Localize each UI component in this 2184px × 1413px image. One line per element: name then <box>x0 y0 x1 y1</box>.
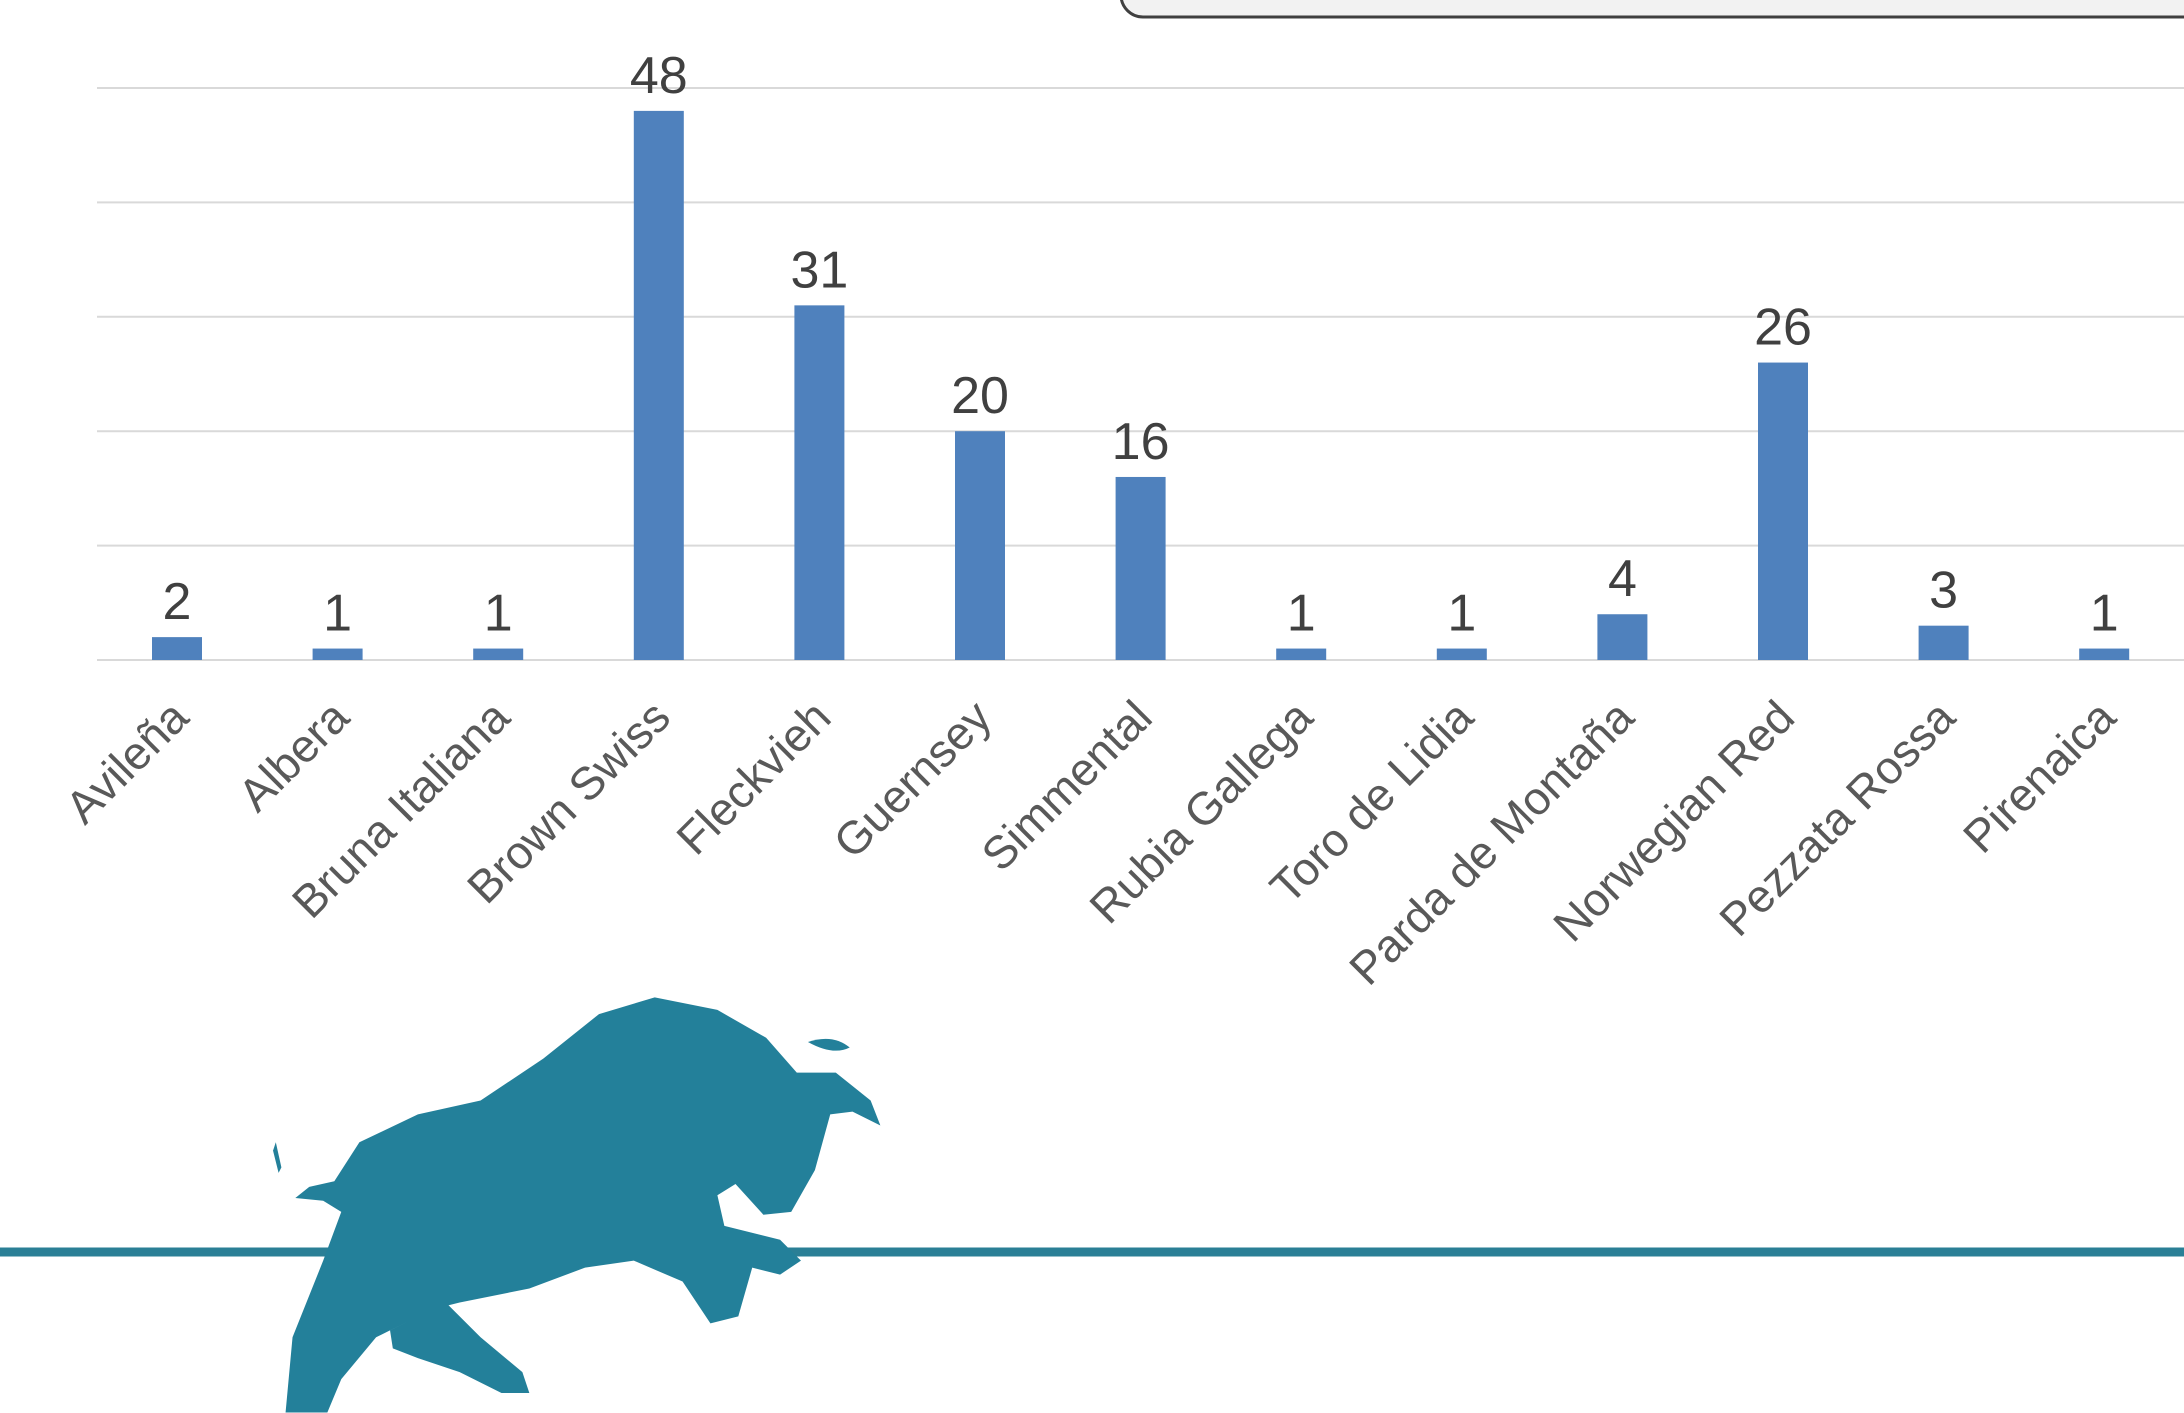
value-label: 1 <box>1447 585 1476 643</box>
value-label: 26 <box>1754 299 1812 357</box>
bar <box>1276 649 1326 660</box>
value-label: 4 <box>1608 550 1637 608</box>
x-tick-label: Fleckvieh <box>666 690 840 864</box>
bar <box>1597 614 1647 660</box>
bar <box>313 649 363 660</box>
bar <box>1758 363 1808 660</box>
bar <box>1919 626 1969 660</box>
value-label: 1 <box>484 585 513 643</box>
value-label: 2 <box>163 573 192 631</box>
bull-logo <box>273 997 880 1412</box>
value-label: 3 <box>1929 562 1958 620</box>
value-label: 1 <box>1287 585 1316 643</box>
bar <box>2079 649 2129 660</box>
page: {"chart_data": {"type": "bar", "categori… <box>0 0 2184 1413</box>
bar <box>152 637 202 660</box>
x-tick-label: Albera <box>228 690 359 821</box>
x-tick-label: Pirenaica <box>1953 690 2126 863</box>
value-label: 1 <box>2090 585 2119 643</box>
chart: 2Avileña1Albera1Bruna Italiana48Brown Sw… <box>0 0 2184 1413</box>
title-box <box>1121 0 2184 17</box>
value-label: 31 <box>790 241 848 299</box>
bar <box>473 649 523 660</box>
bar <box>634 111 684 660</box>
x-tick-label: Parda de Montaña <box>1339 690 1644 995</box>
bar <box>794 305 844 660</box>
value-label: 48 <box>630 47 688 105</box>
value-label: 1 <box>323 585 352 643</box>
value-label: 20 <box>951 367 1009 425</box>
bar <box>955 431 1005 660</box>
value-label: 16 <box>1112 413 1170 471</box>
x-tick-label: Avileña <box>55 690 198 833</box>
bar <box>1116 477 1166 660</box>
bar <box>1437 649 1487 660</box>
